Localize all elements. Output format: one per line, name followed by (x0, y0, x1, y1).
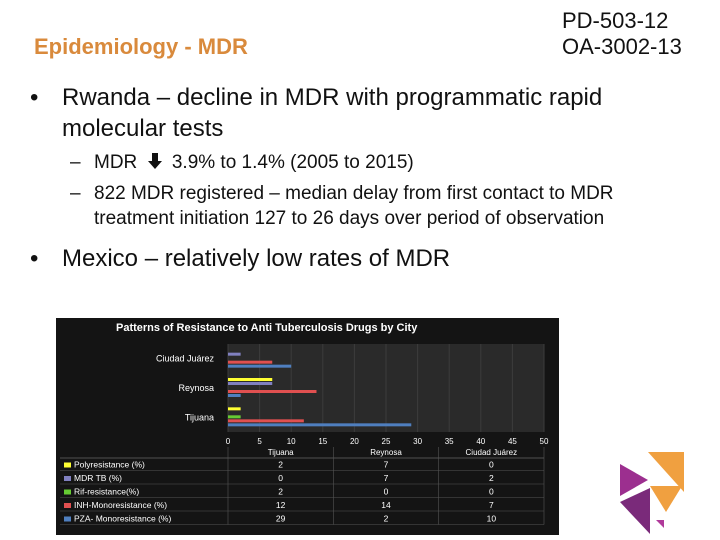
bullet-dot: • (30, 245, 39, 272)
arrow-down-icon (147, 153, 162, 169)
table-value: 2 (278, 487, 283, 497)
legend-swatch (64, 503, 71, 508)
x-tick-label: 10 (287, 437, 296, 446)
slide-codes: PD-503-12 OA-3002-13 (562, 8, 682, 60)
sub-bullet-mdr-decline: – MDR 3.9% to 1.4% (2005 to 2015) (30, 150, 690, 175)
sub1-suffix: 3.9% to 1.4% (2005 to 2015) (171, 152, 414, 173)
decorative-triangles (620, 452, 684, 534)
bar (228, 364, 292, 368)
table-value: 12 (276, 500, 286, 510)
table-header: Ciudad Juárez (466, 448, 518, 457)
x-tick-label: 35 (445, 437, 454, 446)
bar (228, 390, 317, 393)
table-value: 29 (276, 514, 286, 524)
x-tick-label: 15 (318, 437, 327, 446)
y-category-label: Tijuana (185, 412, 214, 422)
x-tick-label: 5 (257, 437, 262, 446)
bar (228, 352, 241, 356)
table-value: 10 (487, 514, 497, 524)
x-tick-label: 45 (508, 437, 517, 446)
sub-bullet-delay: – 822 MDR registered – median delay from… (30, 181, 690, 231)
legend-label: INH-Monoresistance (%) (74, 500, 167, 510)
table-value: 2 (384, 514, 389, 524)
resistance-chart-svg: Patterns of Resistance to Anti Tuberculo… (60, 322, 549, 525)
bar (228, 394, 241, 397)
table-value: 7 (384, 473, 389, 483)
bar (228, 415, 241, 419)
table-value: 2 (489, 473, 494, 483)
table-value: 7 (384, 460, 389, 470)
chart-title: Patterns of Resistance to Anti Tuberculo… (116, 322, 418, 334)
legend-label: PZA- Monoresistance (%) (74, 514, 171, 524)
bar (228, 378, 273, 381)
legend-swatch (64, 489, 71, 495)
x-tick-label: 40 (476, 437, 485, 446)
sub-dash: – (70, 152, 81, 173)
x-tick-label: 50 (540, 437, 549, 446)
sub-dash: – (70, 183, 81, 204)
resistance-chart: Patterns of Resistance to Anti Tuberculo… (56, 318, 559, 535)
legend-swatch (64, 462, 71, 468)
bullet-rwanda: • Rwanda – decline in MDR with programma… (30, 82, 690, 144)
bar (228, 407, 241, 411)
x-tick-label: 25 (382, 437, 391, 446)
table-value: 0 (384, 487, 389, 497)
table-header: Tijuana (268, 448, 294, 457)
sub1-prefix: MDR (94, 152, 138, 173)
code-line-2: OA-3002-13 (562, 34, 682, 59)
table-header: Reynosa (370, 448, 402, 457)
bullet-mexico: • Mexico – relatively low rates of MDR (30, 243, 690, 274)
table-value: 7 (489, 500, 494, 510)
legend-label: Rif-resistance(%) (74, 487, 139, 497)
bullet-rwanda-text: Rwanda – decline in MDR with programmati… (62, 84, 603, 142)
x-tick-label: 20 (350, 437, 359, 446)
slide-title: Epidemiology - MDR (34, 34, 248, 59)
table-value: 0 (489, 487, 494, 497)
legend-swatch (64, 516, 71, 522)
bar (228, 360, 273, 364)
table-value: 0 (278, 473, 283, 483)
sub2-text: 822 MDR registered – median delay from f… (94, 183, 614, 229)
x-tick-label: 0 (226, 437, 231, 446)
y-category-label: Reynosa (178, 383, 214, 393)
bullet-list: • Rwanda – decline in MDR with programma… (30, 82, 690, 274)
code-line-1: PD-503-12 (562, 8, 669, 33)
table-value: 0 (489, 460, 494, 470)
bar (228, 419, 304, 423)
y-category-label: Ciudad Juárez (156, 354, 215, 364)
bar (228, 382, 273, 385)
table-value: 14 (381, 500, 391, 510)
legend-swatch (64, 476, 71, 481)
legend-label: Polyresistance (%) (74, 460, 145, 470)
bullet-mexico-text: Mexico – relatively low rates of MDR (62, 245, 451, 272)
x-tick-label: 30 (413, 437, 422, 446)
table-value: 2 (278, 460, 283, 470)
bullet-dot: • (30, 84, 39, 111)
legend-label: MDR TB (%) (74, 473, 122, 483)
bar (228, 423, 412, 427)
